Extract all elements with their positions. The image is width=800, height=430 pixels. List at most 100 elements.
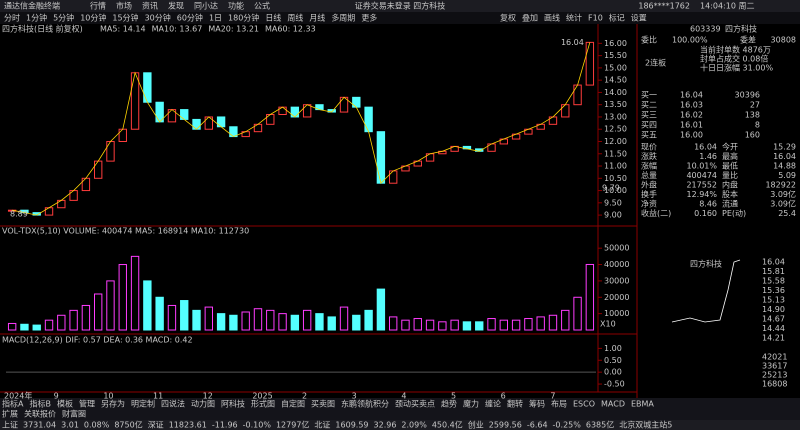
- tool-button[interactable]: 标记: [609, 13, 625, 23]
- indicator-tab[interactable]: 明定制: [131, 399, 155, 409]
- indicator-tab[interactable]: 动力图: [191, 399, 215, 409]
- candle: [573, 84, 582, 106]
- volume-bar: [438, 321, 447, 331]
- volume-bar: [180, 300, 189, 331]
- menu-item[interactable]: 行情: [90, 1, 106, 11]
- extra-tab[interactable]: 关联报价: [24, 409, 56, 419]
- indicator-tab[interactable]: 买卖图: [311, 400, 335, 409]
- indicator-tab[interactable]: 布局: [551, 399, 567, 409]
- candle: [81, 177, 91, 192]
- indicator-tab[interactable]: 四说法: [161, 399, 185, 409]
- period-tab[interactable]: 更多: [361, 13, 377, 23]
- mini-price-label: 15.36: [762, 286, 785, 295]
- mini-volume-label: 16808: [762, 380, 787, 389]
- volume-bar: [585, 263, 595, 331]
- period-tab[interactable]: 月线: [309, 13, 325, 23]
- mini-price-label: 15.58: [762, 277, 785, 286]
- indicator-tab[interactable]: 缠论: [485, 399, 501, 409]
- period-tab[interactable]: 多周期: [331, 13, 355, 23]
- mini-price-label: 14.44: [762, 324, 785, 333]
- quote-label: 收益(二): [641, 208, 671, 218]
- quote-label: 最低: [722, 161, 738, 171]
- volume-bar: [20, 323, 29, 331]
- period-tab[interactable]: 周线: [287, 13, 303, 23]
- indicator-tab[interactable]: 自定图: [281, 399, 305, 409]
- candle: [389, 170, 398, 184]
- tool-button[interactable]: 叠加: [522, 13, 538, 23]
- y-tick-label: 15.00: [604, 63, 627, 72]
- indicator-tab[interactable]: 模板: [57, 399, 73, 409]
- quote-value: 16.04: [773, 152, 796, 161]
- candle: [229, 126, 238, 138]
- y-tick-label: 20000: [604, 293, 629, 302]
- volume-bar: [278, 313, 287, 331]
- period-tab[interactable]: 5分钟: [53, 13, 74, 23]
- indicator-tab[interactable]: ESCO: [573, 400, 595, 409]
- quote-value: 12.94%: [686, 190, 717, 199]
- period-tab[interactable]: 分时: [4, 13, 20, 23]
- status-item: 8750亿: [114, 420, 142, 430]
- status-item: -0.10%: [243, 421, 272, 430]
- volume-bar: [302, 309, 312, 331]
- period-tab[interactable]: 60分钟: [177, 13, 203, 23]
- indicator-tab[interactable]: 趋势: [441, 399, 457, 409]
- menu-item[interactable]: 资讯: [142, 1, 158, 11]
- quote-label: 外盘: [641, 180, 657, 190]
- menu-item[interactable]: 功能: [228, 1, 244, 11]
- period-tab[interactable]: 1日: [209, 14, 222, 23]
- indicator-tab[interactable]: 颈动买卖点: [395, 399, 435, 409]
- candle: [106, 140, 115, 162]
- tool-button[interactable]: F10: [588, 14, 603, 23]
- menu-item[interactable]: 市场: [116, 1, 132, 11]
- login-notice: 证券交易未登录 四方科技: [355, 1, 446, 11]
- period-tab[interactable]: 10分钟: [80, 13, 106, 23]
- indicator-tab[interactable]: EBMA: [631, 400, 654, 409]
- volume-bar: [290, 314, 300, 331]
- y-tick-label: 14.50: [604, 76, 627, 85]
- volume-bar: [106, 280, 115, 331]
- period-tab[interactable]: 1分钟: [26, 13, 47, 23]
- tool-button[interactable]: 画线: [544, 13, 560, 23]
- status-item: 0.08%: [84, 421, 110, 430]
- quote-value: 1.46: [699, 152, 717, 161]
- indicator-tab[interactable]: 筹码: [529, 399, 545, 409]
- volume-bar: [499, 319, 508, 331]
- y-tick-label: 9.50: [604, 198, 622, 207]
- extra-tab[interactable]: 财富圈: [62, 409, 86, 419]
- candle: [302, 104, 312, 118]
- account: 186****1762: [638, 2, 690, 11]
- indicator-tab[interactable]: 东鹏领航积分: [341, 399, 389, 409]
- indicator-tab[interactable]: MACD: [601, 400, 625, 409]
- mini-price-label: 14.67: [762, 315, 785, 324]
- tool-button[interactable]: 统计: [566, 13, 582, 23]
- period-tab[interactable]: 日线: [265, 13, 281, 23]
- indicator-tab[interactable]: 魔力: [463, 399, 479, 409]
- period-tab[interactable]: 180分钟: [228, 13, 259, 23]
- indicator-tab[interactable]: 指标B: [29, 399, 51, 409]
- menu-item[interactable]: 同小达: [194, 1, 218, 11]
- tool-button[interactable]: 设置: [631, 13, 647, 23]
- candle: [290, 106, 300, 118]
- indicator-tab[interactable]: 阿科技: [221, 399, 245, 409]
- indicator-tab[interactable]: 管理: [79, 399, 95, 409]
- menu-item[interactable]: 发现: [168, 1, 184, 11]
- indicator-tab[interactable]: 形式图: [251, 399, 275, 409]
- x-tick-label: 9: [54, 392, 59, 401]
- tool-button[interactable]: 复权: [500, 13, 516, 23]
- menu-item[interactable]: 公式: [254, 1, 270, 11]
- book-label: 买二: [641, 101, 657, 110]
- indicator-tab[interactable]: 翻转: [507, 399, 523, 409]
- candle: [376, 131, 386, 184]
- x-tick-label: 2025: [252, 392, 272, 401]
- candle: [130, 72, 140, 130]
- period-tab[interactable]: 30分钟: [145, 13, 171, 23]
- status-item: 12797亿: [276, 420, 309, 430]
- status-item: 32.96: [374, 421, 397, 430]
- volume-bar: [130, 255, 140, 331]
- extra-tab[interactable]: 扩展: [2, 409, 18, 419]
- indicator-tab[interactable]: 指标A: [2, 399, 24, 409]
- y-tick-label: 0.00: [604, 368, 622, 377]
- indicator-tab[interactable]: 另存为: [101, 399, 125, 409]
- period-tab[interactable]: 15分钟: [112, 13, 138, 23]
